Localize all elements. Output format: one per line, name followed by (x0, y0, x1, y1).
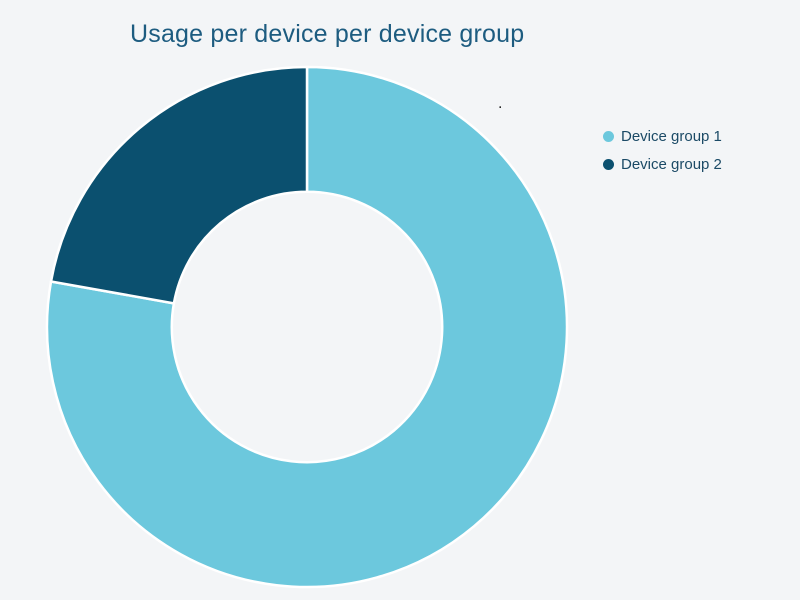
stray-data-label: . (498, 95, 503, 112)
legend-swatch-device-group-1-icon (603, 130, 614, 142)
legend-swatch-device-group-2-icon (603, 158, 614, 170)
donut-slice-device-group-1[interactable] (45, 65, 569, 589)
legend-item-device-group-1[interactable]: Device group 1 (603, 122, 722, 150)
legend: Device group 1 Device group 2 (603, 122, 722, 178)
legend-label-device-group-1: Device group 1 (621, 127, 722, 145)
legend-label-device-group-2: Device group 2 (621, 155, 722, 173)
chart-title: Usage per device per device group (130, 20, 525, 48)
donut-slice-device-group-2[interactable] (49, 65, 309, 305)
legend-item-device-group-2[interactable]: Device group 2 (603, 150, 722, 178)
